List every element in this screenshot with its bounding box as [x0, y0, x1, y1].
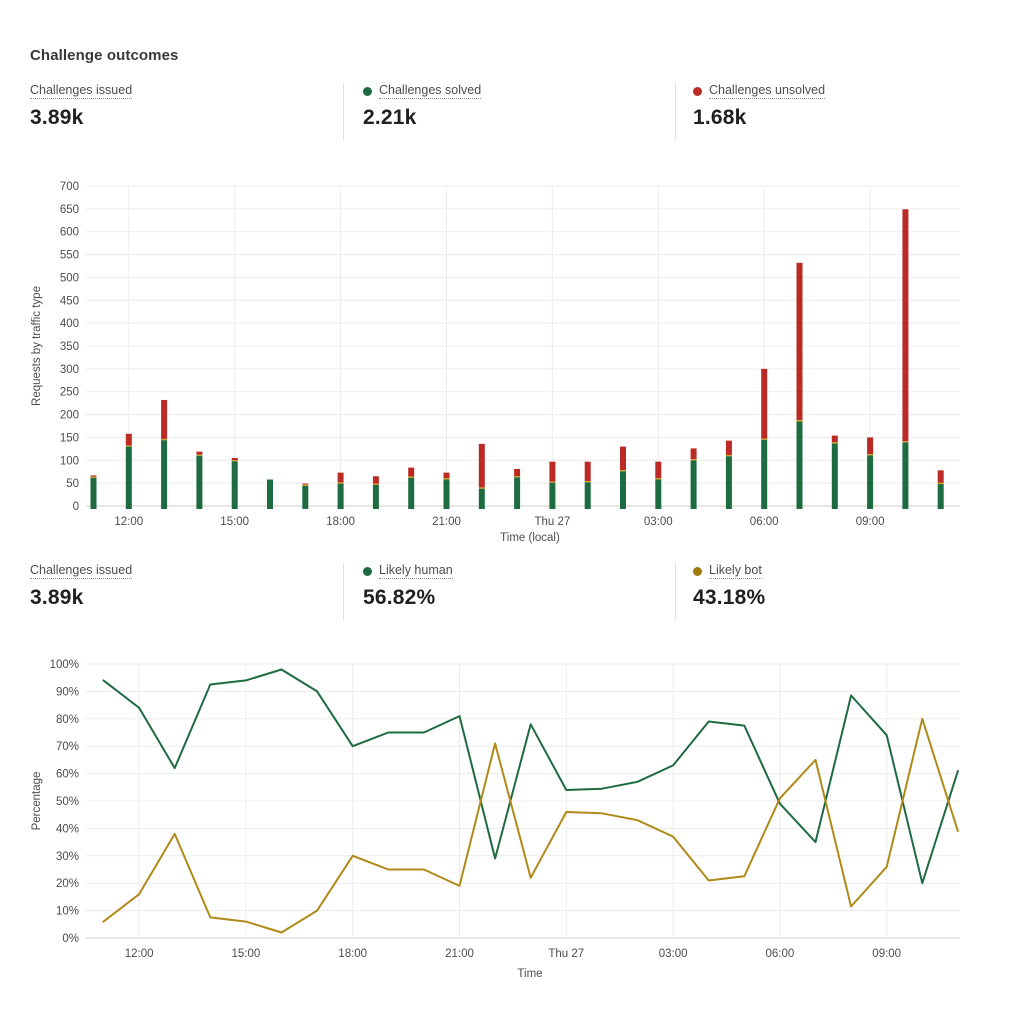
stat-value: 56.82%	[363, 586, 436, 609]
svg-text:18:00: 18:00	[326, 516, 355, 528]
solved-legend-dot-icon	[363, 86, 372, 96]
svg-text:15:00: 15:00	[220, 516, 249, 528]
svg-text:10%: 10%	[56, 906, 79, 918]
svg-text:09:00: 09:00	[856, 516, 885, 528]
svg-text:90%: 90%	[56, 686, 79, 698]
svg-text:200: 200	[60, 410, 79, 422]
stat-label[interactable]: Likely human	[379, 563, 453, 579]
svg-text:300: 300	[60, 364, 79, 376]
traffic-percentage-chart[interactable]: 0% 10% 20% 30% 40% 50% 60% 70% 80% 90% 100% 12:00 15…	[0, 650, 1020, 1011]
stat-challenges-issued-2: Challenges issued 3.89k	[30, 563, 133, 610]
y-axis-tick-labels: 0% 10% 20% 30% 40% 50% 60% 70% 80% 90% 100%	[50, 659, 79, 945]
svg-text:21:00: 21:00	[445, 948, 474, 960]
solved-bars	[90, 421, 944, 509]
gridlines	[86, 663, 960, 939]
x-axis-title: Time (local)	[500, 532, 560, 544]
svg-text:21:00: 21:00	[432, 516, 461, 528]
svg-text:09:00: 09:00	[872, 948, 901, 960]
svg-text:20%: 20%	[56, 878, 79, 890]
svg-text:50: 50	[66, 478, 79, 490]
stat-value: 1.68k	[693, 106, 747, 129]
bot-legend-dot-icon	[693, 566, 702, 576]
y-axis-title: Requests by traffic type	[31, 286, 43, 406]
likely-human-line	[102, 668, 959, 885]
svg-text:03:00: 03:00	[644, 516, 673, 528]
svg-text:450: 450	[60, 295, 79, 307]
svg-text:650: 650	[60, 204, 79, 216]
svg-text:30%: 30%	[56, 851, 79, 863]
svg-text:500: 500	[60, 272, 79, 284]
svg-text:06:00: 06:00	[766, 948, 795, 960]
stat-label[interactable]: Likely bot	[709, 563, 762, 579]
stat-label[interactable]: Challenges issued	[30, 563, 133, 579]
svg-text:250: 250	[60, 387, 79, 399]
y-axis-title: Percentage	[31, 772, 43, 831]
stat-label[interactable]: Challenges issued	[30, 83, 133, 99]
x-axis-tick-labels: 12:00 15:00 18:00 21:00 Thu 27 03:00 06:00 09:0…	[125, 948, 901, 960]
svg-text:40%: 40%	[56, 823, 79, 835]
stat-divider	[675, 563, 676, 620]
svg-text:18:00: 18:00	[338, 948, 367, 960]
gridlines	[86, 185, 960, 507]
stat-challenges-issued: Challenges issued 3.89k	[30, 83, 133, 130]
svg-text:600: 600	[60, 227, 79, 239]
y-axis-tick-labels: 0 50 100 150 200 250 300 350 400 450 500 550 600 650 7…	[60, 181, 79, 513]
svg-text:Thu 27: Thu 27	[548, 948, 584, 960]
svg-text:80%: 80%	[56, 714, 79, 726]
svg-text:100: 100	[60, 455, 79, 467]
svg-text:400: 400	[60, 318, 79, 330]
stat-divider	[343, 563, 344, 620]
stat-value: 43.18%	[693, 586, 766, 609]
svg-text:12:00: 12:00	[114, 516, 143, 528]
x-axis-tick-labels: 12:00 15:00 18:00 21:00 Thu 27 03:00 06:00 09:0…	[114, 516, 884, 528]
stat-challenges-solved: Challenges solved 2.21k	[363, 83, 482, 130]
stats-row-outcomes: Challenges issued 3.89k Challenges solve…	[0, 83, 1020, 143]
stat-label[interactable]: Challenges solved	[379, 83, 482, 99]
svg-text:06:00: 06:00	[750, 516, 779, 528]
svg-text:60%: 60%	[56, 769, 79, 781]
stat-value: 3.89k	[30, 106, 84, 129]
svg-text:100%: 100%	[50, 659, 79, 671]
stack-seam	[90, 420, 944, 489]
stats-row-likelihood: Challenges issued 3.89k Likely human 56.…	[0, 563, 1020, 623]
svg-text:550: 550	[60, 250, 79, 262]
svg-text:Thu 27: Thu 27	[534, 516, 570, 528]
stat-challenges-unsolved: Challenges unsolved 1.68k	[693, 83, 826, 130]
requests-by-traffic-type-chart[interactable]: 0 50 100 150 200 250 300 350 400 450 500 550 600 650 7…	[0, 175, 1020, 555]
stat-value: 3.89k	[30, 586, 84, 609]
likely-bot-line	[102, 717, 959, 934]
stat-divider	[343, 83, 344, 140]
stat-divider	[675, 83, 676, 140]
human-legend-dot-icon	[363, 566, 372, 576]
unsolved-legend-dot-icon	[693, 86, 702, 96]
svg-text:50%: 50%	[56, 796, 79, 808]
stat-value: 2.21k	[363, 106, 417, 129]
svg-text:700: 700	[60, 181, 79, 193]
page-title: Challenge outcomes	[30, 47, 179, 64]
unsolved-bars	[90, 209, 944, 488]
svg-text:0: 0	[73, 501, 79, 513]
svg-text:12:00: 12:00	[125, 948, 154, 960]
svg-text:70%: 70%	[56, 741, 79, 753]
stat-likely-human: Likely human 56.82%	[363, 563, 453, 610]
x-axis-title: Time	[517, 968, 542, 980]
svg-text:350: 350	[60, 341, 79, 353]
svg-text:03:00: 03:00	[659, 948, 688, 960]
stat-label[interactable]: Challenges unsolved	[709, 83, 826, 99]
svg-text:150: 150	[60, 432, 79, 444]
svg-text:15:00: 15:00	[232, 948, 261, 960]
stat-likely-bot: Likely bot 43.18%	[693, 563, 765, 610]
svg-text:0%: 0%	[62, 933, 79, 945]
